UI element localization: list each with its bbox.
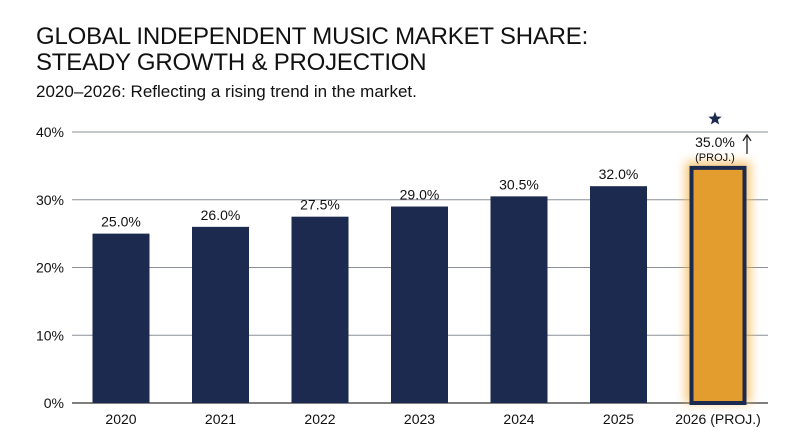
up-arrow-head-icon	[742, 133, 752, 142]
bar	[192, 226, 249, 403]
y-tick-label: 20%	[36, 260, 64, 276]
data-label: 30.5%	[499, 176, 539, 192]
chart-title-line-1: GLOBAL INDEPENDENT MUSIC MARKET SHARE:	[36, 23, 589, 50]
bar	[291, 216, 349, 403]
chart-title-line-2: STEADY GROWTH & PROJECTION	[36, 49, 427, 76]
bar	[391, 206, 448, 403]
star-icon	[708, 111, 722, 125]
y-axis-ticks: 0% 10% 20% 30% 40%	[36, 124, 64, 411]
data-label: 27.5%	[300, 197, 340, 213]
data-labels: 25.0% 26.0% 27.5% 29.0% 30.5% 32.0% 35.0% (PROJ…	[101, 111, 752, 230]
x-tick-label: 2022	[304, 411, 335, 427]
bar	[92, 233, 150, 403]
bar	[689, 165, 747, 405]
data-label: 25.0%	[101, 214, 141, 230]
y-tick-label: 30%	[36, 192, 64, 208]
y-tick-label: 0%	[44, 395, 64, 411]
x-tick-label: 2020	[105, 411, 136, 427]
x-tick-label: 2024	[503, 411, 534, 427]
data-label: 29.0%	[400, 187, 440, 203]
projected-note-label: (PROJ.)	[695, 152, 735, 164]
bars	[92, 161, 751, 405]
x-tick-label: 2021	[205, 411, 236, 427]
x-axis-ticks: 2020 2021 2022 2023 2024 2025 2026 (PROJ.)	[105, 411, 760, 427]
data-label: 26.0%	[201, 207, 241, 223]
x-tick-label: 2023	[404, 411, 435, 427]
data-label: 32.0%	[599, 166, 639, 182]
data-label: 35.0%	[695, 134, 735, 150]
chart-subtitle: 2020–2026: Reflecting a rising trend in …	[36, 82, 417, 101]
chart-title: GLOBAL INDEPENDENT MUSIC MARKET SHARE: S…	[36, 24, 588, 76]
bar	[590, 186, 647, 403]
bar	[490, 196, 548, 403]
y-tick-label: 40%	[36, 124, 64, 140]
y-tick-label: 10%	[36, 327, 64, 343]
x-tick-label: 2025	[603, 411, 634, 427]
x-tick-label: 2026 (PROJ.)	[675, 411, 761, 427]
